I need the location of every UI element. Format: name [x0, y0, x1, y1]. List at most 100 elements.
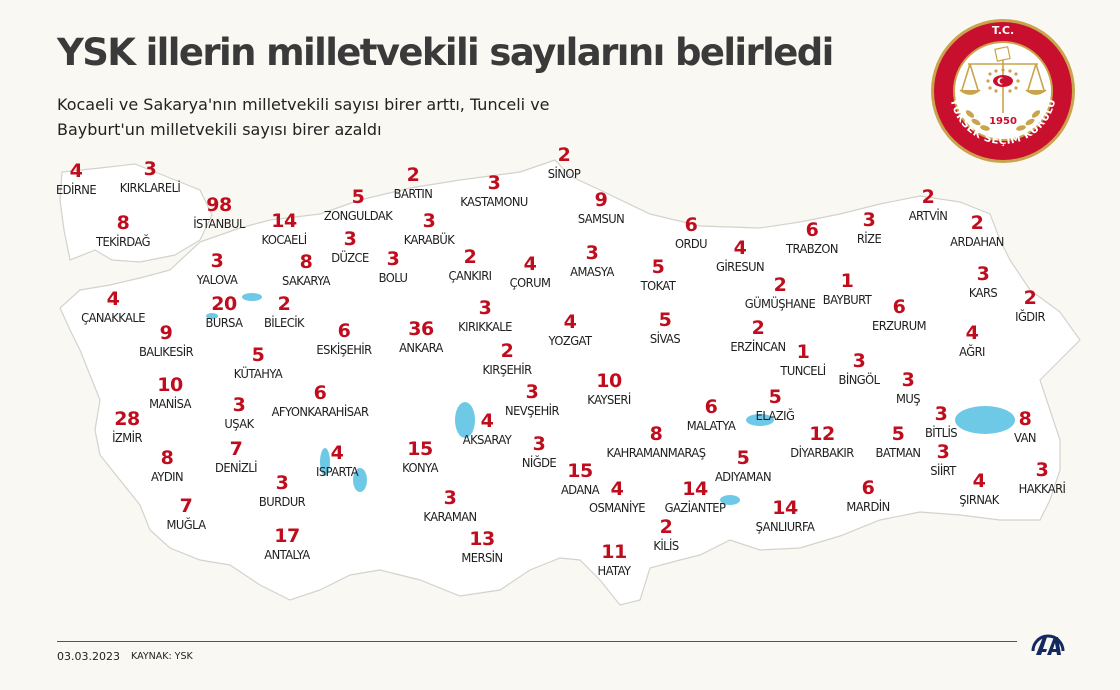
seat-count: 3 — [232, 394, 246, 416]
province-label: 3 BOLU — [377, 250, 408, 285]
seat-count: 5 — [651, 256, 665, 278]
seat-count: 3 — [143, 158, 157, 180]
province-name: NİĞDE — [521, 455, 557, 470]
province-name: ANTALYA — [264, 547, 310, 562]
province-name: İSTANBUL — [193, 216, 245, 231]
province-name: TEKİRDAĞ — [95, 234, 151, 249]
province-label: 7 DENİZLİ — [213, 440, 259, 475]
province-name: ARDAHAN — [950, 234, 1004, 249]
seat-count: 5 — [658, 309, 672, 331]
province-name: KARAMAN — [423, 509, 477, 524]
province-label: 4 YOZGAT — [547, 313, 594, 348]
seat-count: 2 — [406, 164, 420, 186]
province-label: 4 ŞIRNAK — [958, 472, 1001, 507]
seat-count: 3 — [852, 350, 866, 372]
seat-count: 3 — [976, 263, 990, 285]
seat-count: 6 — [684, 214, 698, 236]
lake-keban — [746, 414, 774, 426]
seat-count: 6 — [313, 382, 327, 404]
province-name: BAYBURT — [822, 292, 872, 307]
province-label: 2 IĞDIR — [1014, 289, 1046, 324]
province-name: KARS — [968, 285, 998, 300]
lake-tuz — [455, 402, 475, 438]
province-name: DÜZCE — [331, 250, 369, 265]
seat-count: 4 — [480, 410, 494, 432]
lakes — [206, 293, 1015, 505]
province-name: KIRKLARELİ — [119, 180, 181, 195]
seat-count: 5 — [736, 447, 750, 469]
province-name: ESKİŞEHİR — [316, 342, 372, 357]
province-name: SAMSUN — [577, 211, 625, 226]
province-label: 3 DÜZCE — [330, 230, 371, 265]
seat-count: 4 — [69, 160, 83, 182]
province-name: KOCAELİ — [261, 232, 307, 247]
province-name: MERSİN — [461, 550, 503, 565]
seat-count: 8 — [160, 447, 174, 469]
seat-count: 5 — [768, 386, 782, 408]
province-name: ARTVİN — [908, 208, 948, 223]
seat-count: 6 — [704, 396, 718, 418]
province-label: 28 İZMİR — [111, 410, 143, 445]
province-label: 3 BİTLİS — [924, 405, 959, 440]
province-label: 11 HATAY — [596, 543, 632, 578]
province-name: KIRŞEHİR — [482, 362, 532, 377]
seat-count: 1 — [796, 341, 810, 363]
province-name: ANKARA — [399, 340, 443, 355]
seat-count: 3 — [210, 250, 224, 272]
province-label: 8 TEKİRDAĞ — [94, 214, 153, 249]
seat-count: 13 — [469, 528, 495, 550]
seat-count: 2 — [463, 246, 477, 268]
seat-count: 4 — [610, 478, 624, 500]
seal-top-text: T.C. — [992, 24, 1014, 37]
seat-count: 10 — [596, 370, 622, 392]
province-name: ÇANAKKALE — [81, 310, 145, 325]
province-name: KIRIKKALE — [458, 319, 512, 334]
seat-count: 7 — [229, 438, 243, 460]
province-label: 12 DİYARBAKIR — [788, 425, 857, 460]
province-label: 6 ERZURUM — [870, 298, 929, 333]
province-label: 36 ANKARA — [397, 320, 445, 355]
seat-count: 15 — [567, 460, 593, 482]
province-label: 3 RİZE — [856, 211, 882, 246]
seat-count: 2 — [773, 274, 787, 296]
seat-count: 14 — [772, 497, 798, 519]
province-name: AKSARAY — [462, 432, 512, 447]
lake-van — [955, 406, 1015, 434]
province-name: ADIYAMAN — [714, 469, 772, 484]
seat-count: 3 — [487, 172, 501, 194]
province-label: 3 NİĞDE — [520, 435, 557, 470]
province-name: OSMANİYE — [588, 500, 646, 515]
seat-count: 7 — [179, 495, 193, 517]
province-label: 5 BATMAN — [874, 425, 923, 460]
province-label: 98 İSTANBUL — [191, 196, 247, 231]
seat-count: 12 — [809, 423, 835, 445]
stars-ring — [986, 68, 1020, 93]
province-name: MUĞLA — [166, 517, 206, 532]
province-label: 4 GİRESUN — [714, 239, 766, 274]
seat-count: 3 — [525, 381, 539, 403]
province-label: 4 EDİRNE — [54, 162, 98, 197]
seat-count: 14 — [271, 210, 297, 232]
province-name: ADANA — [560, 482, 600, 497]
province-name: ÇANKIRI — [448, 268, 493, 283]
province-name: KAHRAMANMARAŞ — [606, 445, 706, 460]
seat-count: 2 — [659, 516, 673, 538]
province-label: 10 KAYSERİ — [585, 372, 632, 407]
province-label: 4 OSMANİYE — [587, 480, 648, 515]
province-label: 5 ELAZIĞ — [754, 388, 796, 423]
province-label: 1 TUNCELİ — [778, 343, 827, 378]
seat-count: 4 — [965, 322, 979, 344]
province-name: ISPARTA — [315, 464, 359, 479]
province-name: SİVAS — [649, 331, 681, 346]
province-label: 6 ESKİŞEHİR — [314, 322, 374, 357]
province-label: 3 KASTAMONU — [457, 174, 530, 209]
lake-ataturk — [720, 495, 740, 505]
province-name: GÜMÜŞHANE — [744, 296, 816, 311]
province-label: 20 BURSA — [204, 295, 244, 330]
seat-count: 4 — [523, 253, 537, 275]
province-label: 14 ŞANLIURFA — [753, 499, 817, 534]
province-label: 8 AYDIN — [150, 449, 185, 484]
province-label: 2 ERZİNCAN — [728, 319, 788, 354]
seat-count: 2 — [921, 186, 935, 208]
